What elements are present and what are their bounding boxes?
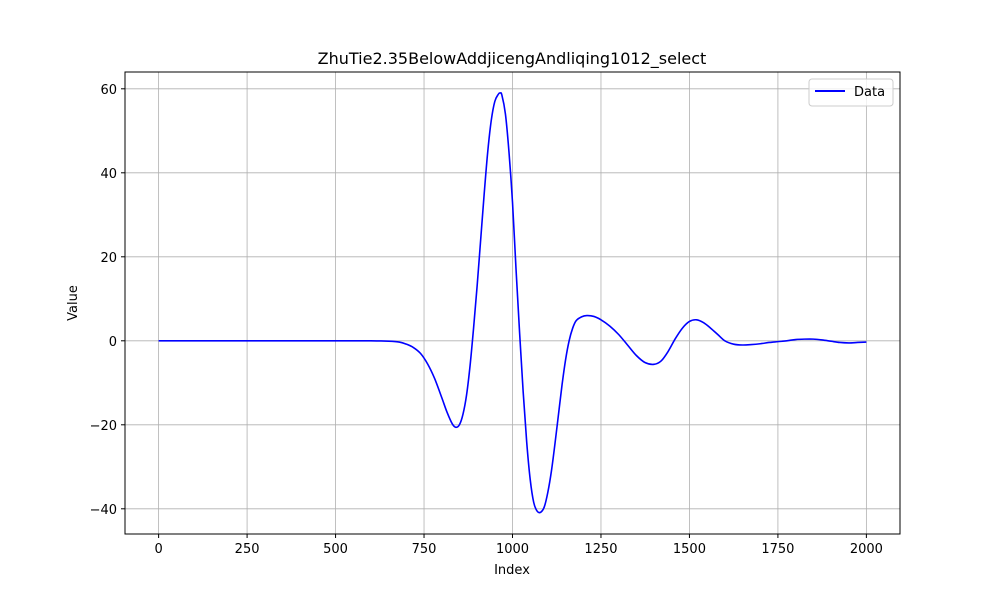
x-tick-label: 0 <box>154 542 162 557</box>
y-tick-label: −40 <box>90 503 117 518</box>
x-tick-label: 1000 <box>496 542 529 557</box>
tick-layer: 0 250 500 750 1000 1250 1500 1750 2000 −40 −20 0 20 4… <box>90 83 883 557</box>
x-tick-label: 2000 <box>850 542 883 557</box>
grid-layer <box>125 72 900 534</box>
series-layer <box>158 91 867 514</box>
y-tick-label: −20 <box>90 419 117 434</box>
x-tick-label: 250 <box>235 542 260 557</box>
legend-box <box>808 78 894 107</box>
y-axis-label: Value <box>66 285 81 321</box>
series-line-0 <box>158 91 867 514</box>
x-tick-label: 500 <box>323 542 348 557</box>
x-tick-label: 750 <box>412 542 437 557</box>
y-tick-label: 60 <box>100 83 117 98</box>
y-tick-label: 20 <box>100 251 117 266</box>
chart-title: ZhuTie2.35BelowAddjicengAndliqing1012_se… <box>318 49 707 69</box>
x-axis-label: Index <box>494 563 530 578</box>
y-tick-label: 40 <box>100 167 117 182</box>
y-tick-label: 0 <box>109 335 117 350</box>
legend-label: Data <box>854 85 885 100</box>
x-tick-label: 1500 <box>673 542 706 557</box>
x-tick-label: 1750 <box>761 542 794 557</box>
legend: Data <box>808 78 894 107</box>
x-tick-label: 1250 <box>584 542 617 557</box>
